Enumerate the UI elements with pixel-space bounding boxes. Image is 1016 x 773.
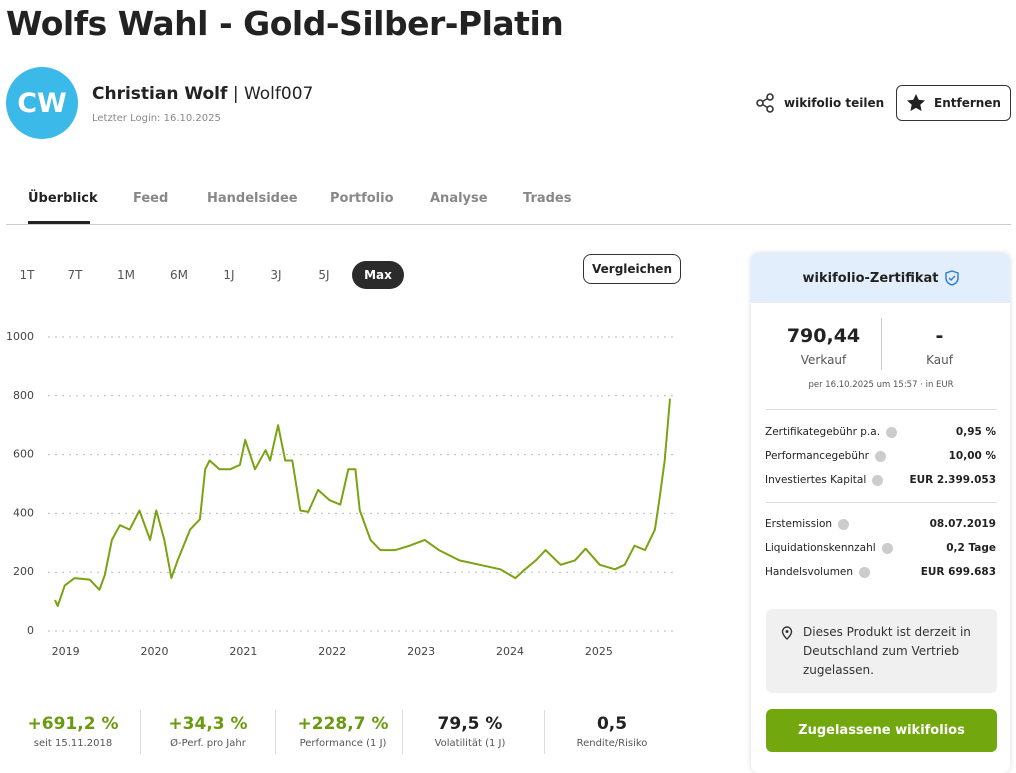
approved-button[interactable]: Zugelassene wikifolios xyxy=(766,709,997,752)
range-button[interactable]: 1T xyxy=(19,268,35,282)
stat-label: Performance (1 J) xyxy=(299,738,387,749)
compare-button[interactable]: Vergleichen xyxy=(583,254,681,284)
author: Christian Wolf | Wolf007 xyxy=(92,84,313,104)
row-label: Handelsvolumen xyxy=(765,566,871,578)
stat-label: Ø-Perf. pro Jahr xyxy=(170,738,246,749)
y-tick-label: 400 xyxy=(13,506,34,519)
tab-indicator xyxy=(28,221,90,224)
buy-value: - xyxy=(935,325,944,347)
y-tick-label: 600 xyxy=(13,448,34,461)
range-button[interactable]: 7T xyxy=(67,268,83,282)
remove-label: Entfernen xyxy=(934,96,1001,110)
username: Wolf007 xyxy=(243,84,314,104)
stat-value: 0,5 xyxy=(596,714,628,734)
info-icon[interactable] xyxy=(872,474,884,486)
page-title: Wolfs Wahl - Gold-Silber-Platin xyxy=(6,4,564,43)
notice-box: Dieses Produkt ist derzeit in Deutschlan… xyxy=(766,609,997,693)
info-icon[interactable] xyxy=(886,426,898,438)
row-label: Investiertes Kapital xyxy=(765,474,884,486)
buy-label: Kauf xyxy=(926,353,953,367)
row-value: EUR 699.683 xyxy=(920,566,996,578)
stat-divider xyxy=(140,710,141,754)
info-icon[interactable] xyxy=(881,542,893,554)
remove-button[interactable]: Entfernen xyxy=(896,85,1011,121)
info-icon[interactable] xyxy=(874,450,886,462)
y-tick-label: 0 xyxy=(27,624,34,637)
certificate-header: wikifolio-Zertifikat xyxy=(751,253,1010,303)
pin-icon xyxy=(781,626,793,640)
share-label: wikifolio teilen xyxy=(784,96,885,110)
notice-text: Dieses Produkt ist derzeit in Deutschlan… xyxy=(803,625,971,677)
author-name[interactable]: Christian Wolf xyxy=(92,84,228,104)
row-label: Zertifikategebühr p.a. xyxy=(765,426,898,438)
divider xyxy=(766,409,997,410)
x-tick-label: 2023 xyxy=(407,645,435,658)
stat-label: seit 15.11.2018 xyxy=(33,738,113,749)
row-label: Performancegebühr xyxy=(765,450,886,462)
x-tick-label: 2025 xyxy=(585,645,613,658)
x-tick-label: 2021 xyxy=(229,645,257,658)
row-value: 08.07.2019 xyxy=(929,518,996,530)
row-value: 0,95 % xyxy=(955,426,996,438)
price-divider xyxy=(881,318,882,370)
separator: | xyxy=(232,84,239,104)
page: Wolfs Wahl - Gold-Silber-Platin CW Chris… xyxy=(6,4,1011,754)
timestamp: per 16.10.2025 um 15:57 · in EUR xyxy=(808,380,954,390)
share-button[interactable]: wikifolio teilen xyxy=(756,93,884,113)
row-value: 0,2 Tage xyxy=(946,542,996,554)
sell-value: 790,44 xyxy=(786,325,861,347)
stat-value: +228,7 % xyxy=(297,714,389,734)
share-icon xyxy=(756,93,774,113)
tab[interactable]: Portfolio xyxy=(330,191,394,206)
certificate-title: wikifolio-Zertifikat xyxy=(802,270,939,286)
range-button[interactable]: Max xyxy=(352,261,404,289)
star-icon xyxy=(907,94,925,111)
range-button[interactable]: 1J xyxy=(223,268,235,282)
x-tick-label: 2020 xyxy=(141,645,169,658)
range-button[interactable]: 1M xyxy=(117,268,135,282)
stat-divider xyxy=(544,710,545,754)
chart: 0 200 400 600 800 1000 2019 2020 2021 2022 2023 202… xyxy=(6,330,675,658)
row-label: Liquidationskennzahl xyxy=(765,542,893,554)
row-value: 10,00 % xyxy=(948,450,996,462)
x-tick-label: 2022 xyxy=(318,645,346,658)
info-icon[interactable] xyxy=(859,566,871,578)
avatar: CW xyxy=(6,67,78,139)
x-tick-label: 2019 xyxy=(52,645,80,658)
stat-label: Rendite/Risiko xyxy=(576,738,648,749)
stat-divider xyxy=(275,710,276,754)
sell-label: Verkauf xyxy=(800,353,847,367)
stat-divider xyxy=(402,710,403,754)
tab[interactable]: Trades xyxy=(523,191,572,206)
row-label: Erstemission xyxy=(765,518,850,530)
stat-label: Volatilität (1 J) xyxy=(434,738,506,749)
y-tick-label: 1000 xyxy=(6,330,34,343)
range-button[interactable]: 6M xyxy=(170,268,188,282)
last-login: Letzter Login: 16.10.2025 xyxy=(92,113,221,124)
price-line xyxy=(54,398,671,607)
y-tick-label: 200 xyxy=(13,565,34,578)
row-value: EUR 2.399.053 xyxy=(909,474,996,486)
x-tick-label: 2024 xyxy=(496,645,524,658)
tab[interactable]: Analyse xyxy=(430,191,488,206)
divider xyxy=(766,502,997,503)
range-button[interactable]: 5J xyxy=(318,268,330,282)
stat-value: +691,2 % xyxy=(27,714,119,734)
info-icon[interactable] xyxy=(838,518,850,530)
stat-value: 79,5 % xyxy=(437,714,503,734)
tab[interactable]: Handelsidee xyxy=(207,191,298,206)
tab[interactable]: Überblick xyxy=(28,191,98,206)
verified-icon xyxy=(944,270,959,286)
tab[interactable]: Feed xyxy=(133,191,169,206)
stat-value: +34,3 % xyxy=(168,714,248,734)
range-button[interactable]: 3J xyxy=(270,268,282,282)
tab-divider xyxy=(6,224,1011,225)
y-tick-label: 800 xyxy=(13,389,34,402)
